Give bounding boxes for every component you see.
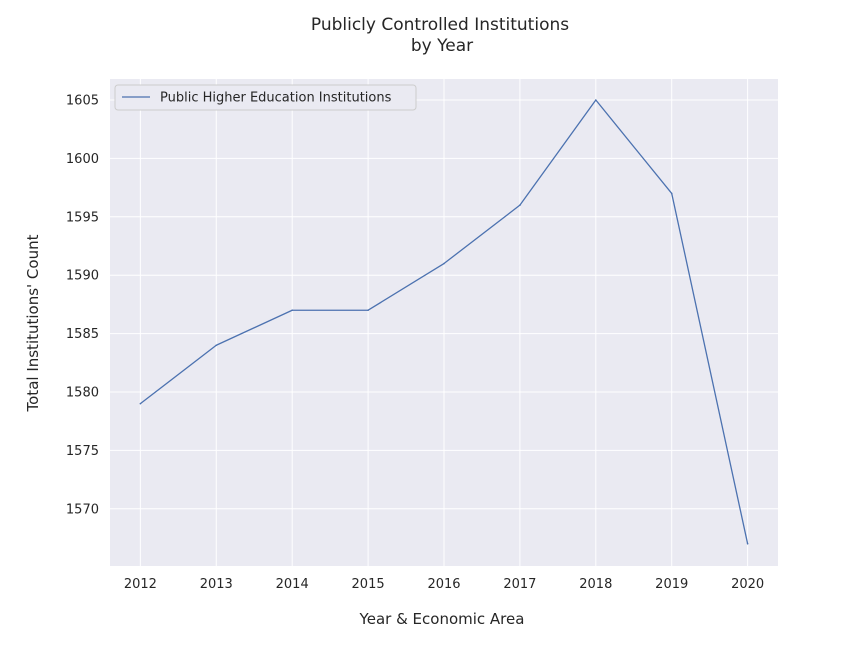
x-axis-label: Year & Economic Area	[359, 610, 525, 628]
y-tick-label: 1585	[66, 327, 99, 342]
y-tick-label: 1605	[66, 94, 99, 109]
data-point	[670, 192, 673, 195]
data-point	[139, 402, 142, 405]
legend-label: Public Higher Education Institutions	[160, 91, 392, 106]
y-tick-label: 1580	[66, 385, 99, 400]
chart-title-line-1: Publicly Controlled Institutions	[311, 15, 569, 35]
y-tick-label: 1595	[66, 210, 99, 225]
x-tick-label: 2018	[579, 577, 612, 592]
legend-box	[114, 84, 417, 111]
x-tick-label: 2019	[655, 577, 688, 592]
x-axis-ticks: 2012 2013 2014 2015 2016 2017 2018 2019 2020	[124, 577, 764, 592]
chart-title-line-2: by Year	[411, 36, 473, 56]
legend: Public Higher Education Institutions	[114, 84, 417, 111]
y-tick-label: 1575	[66, 444, 99, 459]
data-point	[443, 262, 445, 265]
x-tick-label: 2016	[427, 577, 460, 592]
data-point	[746, 543, 749, 545]
y-tick-label: 1590	[66, 269, 99, 284]
y-tick-label: 1570	[66, 502, 99, 517]
x-tick-label: 2015	[352, 577, 385, 592]
series-group	[139, 99, 749, 545]
x-tick-label: 2020	[731, 577, 764, 592]
data-point	[291, 309, 293, 312]
data-point	[215, 344, 218, 347]
x-tick-label: 2017	[503, 577, 536, 592]
y-tick-label: 1600	[66, 152, 99, 167]
y-axis-ticks: 1570 1575 1580 1585 1590 1595 1600 1605	[66, 94, 99, 518]
x-tick-label: 2014	[276, 577, 309, 592]
x-tick-label: 2012	[124, 577, 157, 592]
data-point	[367, 309, 369, 312]
data-point	[595, 99, 597, 101]
y-axis-label: Total Institutions' Count	[24, 234, 42, 412]
data-point	[519, 204, 521, 206]
x-tick-label: 2013	[200, 577, 233, 592]
grid-lines	[110, 79, 778, 566]
